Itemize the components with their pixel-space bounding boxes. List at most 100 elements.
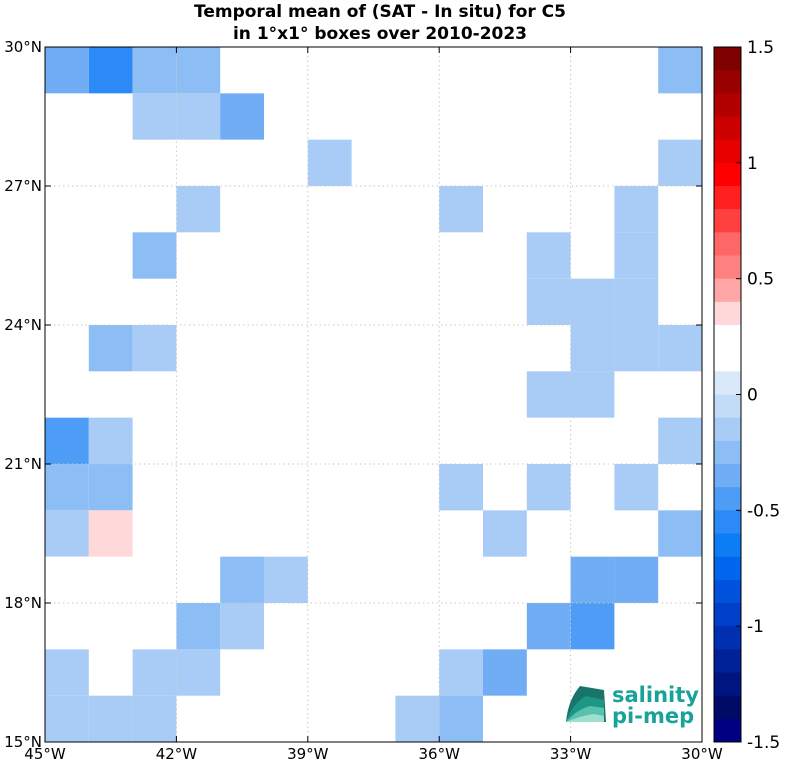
heatmap-cell	[264, 556, 308, 603]
heatmap-cell	[526, 371, 571, 418]
heatmap-cell	[614, 556, 659, 603]
y-tick-label: 21°N	[4, 455, 42, 473]
heatmap-cell	[483, 510, 527, 557]
heatmap-cell	[614, 232, 659, 279]
axis-ticks: 45°W 42°W 39°W 36°W 33°W 30°W 15°N 18°N 21°N 24°N…	[4, 38, 723, 763]
plot-frame	[44, 46, 703, 743]
colorbar-tick-label: 1.5	[747, 38, 774, 58]
colorbar-segment	[714, 417, 741, 442]
heatmap-cell	[570, 278, 615, 325]
heatmap-cell	[45, 695, 89, 742]
heatmap-cell	[658, 510, 702, 557]
heatmap-cell	[570, 556, 615, 603]
heatmap-cell	[176, 186, 221, 233]
colorbar-segment	[714, 93, 741, 117]
colorbar-tick-labels: 1.5 1 0.5 0 -0.5 -1 -1.5	[736, 38, 780, 753]
heatmap-cell	[88, 417, 133, 464]
heatmap-cell	[88, 464, 133, 511]
colorbar-segment	[714, 278, 741, 303]
colorbar-segment	[714, 579, 741, 604]
heatmap-cell	[176, 47, 221, 94]
heatmap-cell	[526, 232, 571, 279]
heatmap-cell	[526, 603, 571, 650]
colorbar-segment	[714, 626, 741, 650]
heatmap-cell	[658, 325, 702, 372]
colorbar-tick-label: -1.5	[747, 733, 780, 753]
chart-title-line-2: in 1°x1° boxes over 2010-2023	[233, 24, 527, 44]
logo-text-salinity: salinity	[612, 683, 699, 707]
heatmap-cell	[658, 139, 702, 186]
y-tick-label: 30°N	[4, 38, 42, 56]
colorbar-tick-label: 0	[747, 386, 758, 406]
heatmap-cell	[614, 278, 659, 325]
heatmap-cell	[439, 186, 483, 233]
colorbar-segment	[714, 255, 741, 280]
colorbar-segment	[714, 139, 741, 164]
heatmap-cell	[220, 93, 264, 140]
heatmap-cell	[45, 417, 89, 464]
heatmap-cell	[439, 464, 483, 511]
heatmap-cell	[132, 695, 177, 742]
heatmap-cell	[658, 417, 702, 464]
logo-text-pi-mep: pi-mep	[612, 704, 694, 728]
x-tick-label: 36°W	[418, 745, 460, 763]
colorbar-segment	[714, 371, 741, 395]
colorbar-segment	[714, 325, 741, 349]
heatmap-cell	[658, 47, 702, 94]
heatmap-cell	[614, 464, 659, 511]
heatmap-cell	[45, 47, 89, 94]
heatmap-cell	[614, 325, 659, 372]
heatmap-cell	[132, 325, 177, 372]
colorbar-segment	[714, 556, 741, 581]
heatmap-cell	[351, 93, 396, 140]
colorbar-segment	[714, 209, 741, 233]
colorbar-segment	[714, 718, 741, 743]
colorbar-segment	[714, 672, 741, 697]
heatmap-cell	[220, 603, 264, 650]
colorbar-tick-label: -0.5	[747, 501, 780, 521]
colorbar-segment	[714, 348, 741, 372]
heatmap-cell	[614, 186, 659, 233]
colorbar-segment	[714, 116, 741, 141]
x-tick-label: 33°W	[550, 745, 592, 763]
colorbar-segment	[714, 487, 741, 511]
colorbar-segment	[714, 162, 741, 187]
grid-lines	[45, 47, 702, 742]
colorbar-segment	[714, 464, 741, 488]
colorbar	[713, 46, 742, 743]
colorbar-segment	[714, 70, 741, 94]
heatmap-cells	[45, 47, 702, 742]
heatmap-cell	[395, 695, 440, 742]
x-tick-label: 39°W	[287, 745, 329, 763]
heatmap-cell	[132, 649, 177, 696]
y-tick-label: 24°N	[4, 316, 42, 334]
colorbar-segment	[714, 394, 741, 419]
y-tick-label: 27°N	[4, 177, 42, 195]
x-tick-label: 30°W	[681, 745, 723, 763]
heatmap-cell	[439, 695, 483, 742]
colorbar-segment	[714, 510, 741, 534]
heatmap-cell	[45, 556, 89, 603]
heatmap-cell	[45, 464, 89, 511]
heatmap-cell	[307, 47, 352, 94]
colorbar-segment	[714, 440, 741, 465]
salinity-pi-mep-logo: salinity pi-mep	[566, 683, 699, 728]
heatmap-cell	[570, 603, 615, 650]
heatmap-cell	[176, 649, 221, 696]
colorbar-segment	[714, 695, 741, 720]
heatmap-cell	[132, 93, 177, 140]
colorbar-segment	[714, 232, 741, 256]
heatmap-cell	[88, 325, 133, 372]
colorbar-tick-label: -1	[747, 617, 764, 637]
heatmap-cell	[570, 325, 615, 372]
logo-wave-icon	[566, 686, 606, 722]
heatmap-cell	[176, 93, 221, 140]
heatmap-cell	[88, 47, 133, 94]
y-tick-label: 15°N	[4, 733, 42, 751]
colorbar-segment	[714, 533, 741, 558]
x-tick-label: 45°W	[24, 745, 66, 763]
colorbar-segment	[714, 186, 741, 210]
colorbar-segment	[714, 301, 741, 326]
heatmap-cell	[483, 649, 527, 696]
